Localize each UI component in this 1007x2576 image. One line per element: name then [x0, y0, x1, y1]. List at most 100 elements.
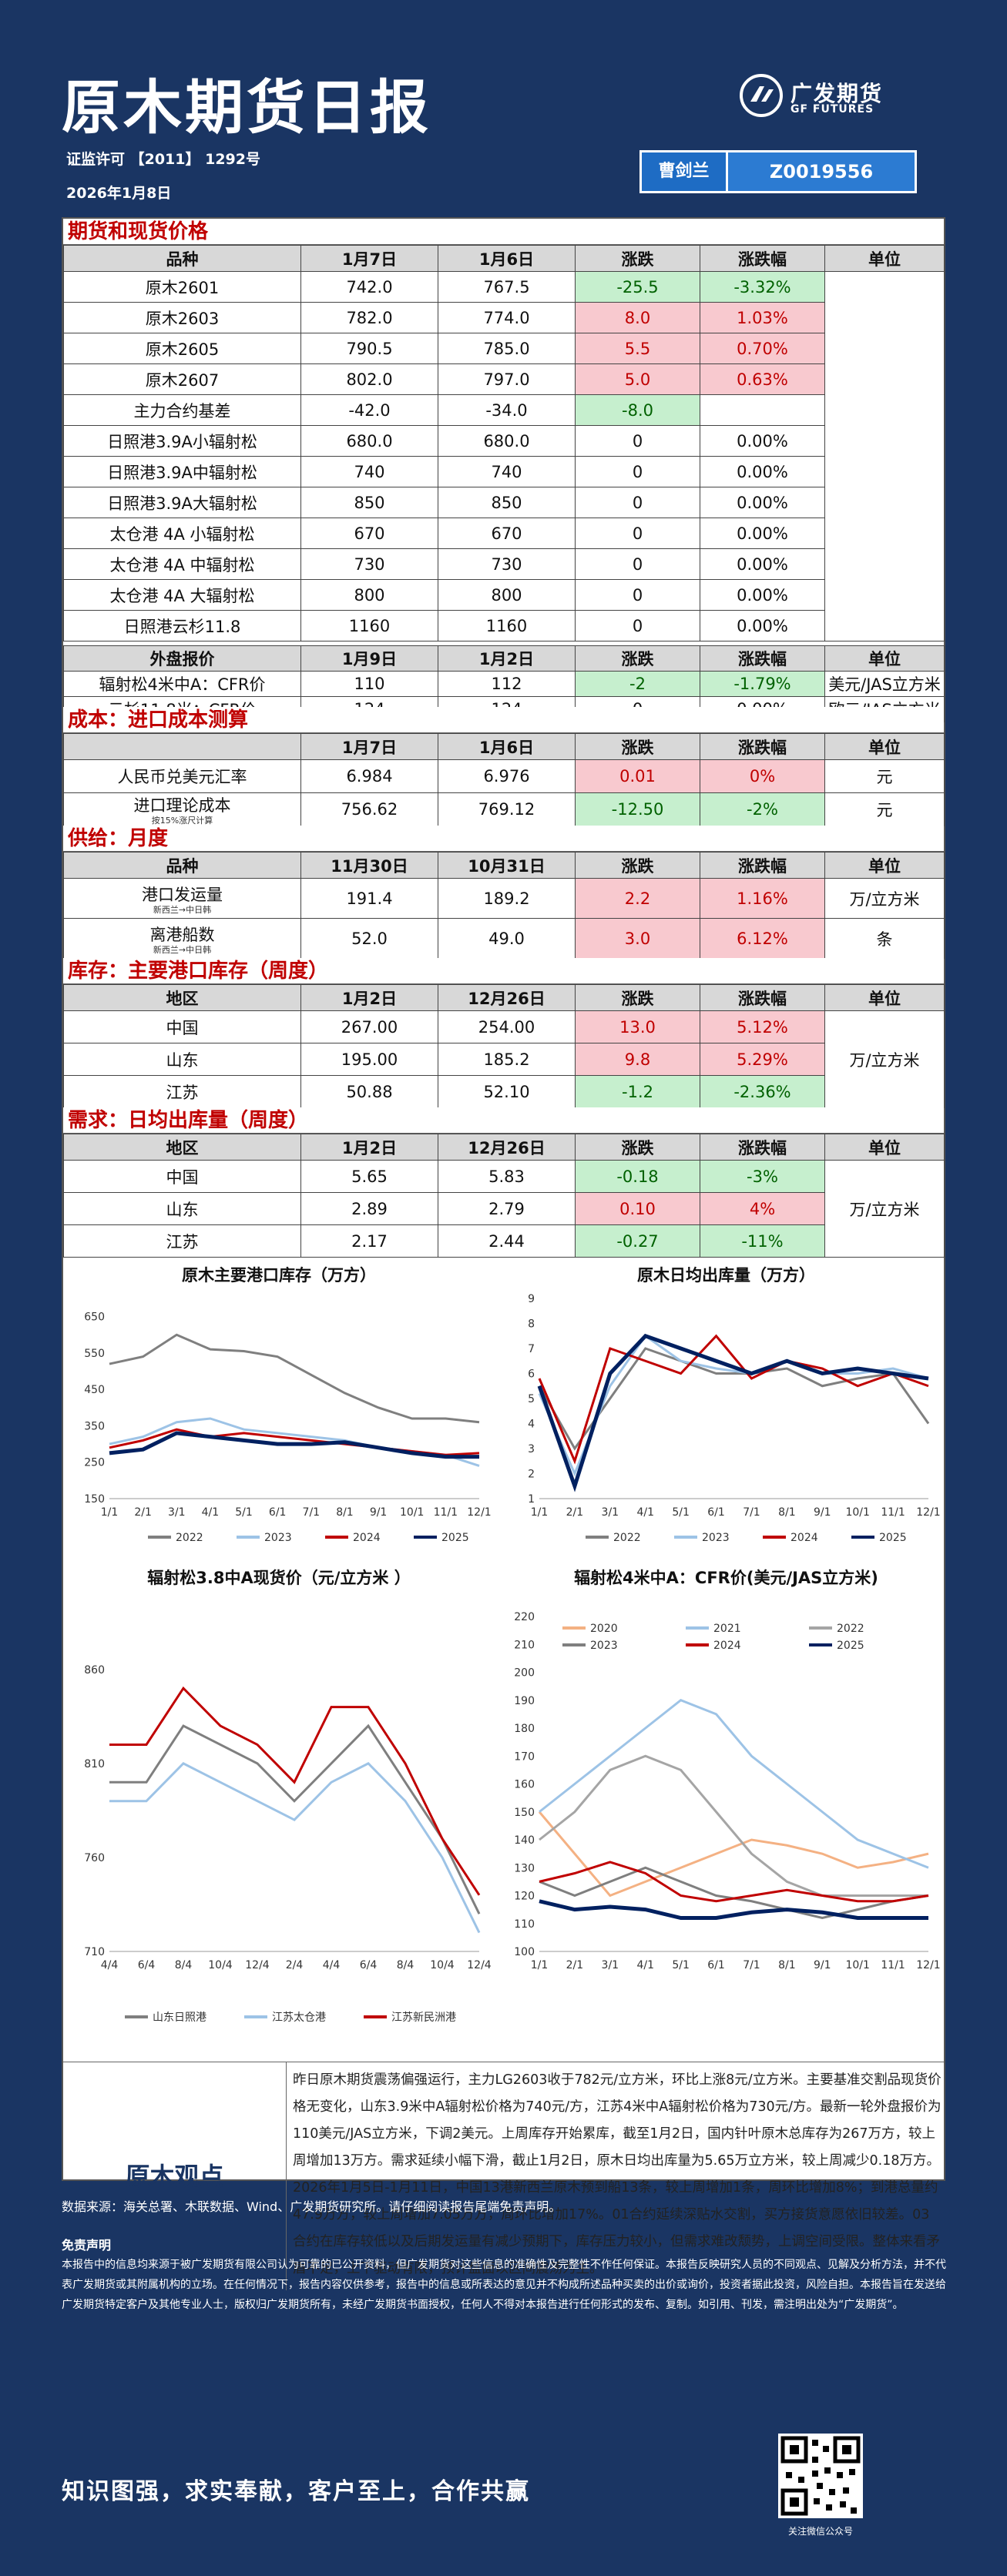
chart-canvas: 1 2 3 4 5 6 7 8 9 1/1 2/1 3/1 4/1 5/1 6/1 7/1 8/1 9/1 10/1…: [528, 1293, 941, 1544]
value-change: 0: [575, 518, 700, 549]
y-tick-label: 220: [514, 1611, 535, 1623]
market-view: 原木观点 昨日原木期货震荡偏强运行，主力LG2603收于782元/立方米，环比上…: [63, 2062, 944, 2290]
value-change-pct: 4%: [700, 1192, 825, 1225]
x-tick-label: 5/1: [672, 1959, 690, 1971]
legend-label: 2025: [879, 1532, 907, 1544]
value-change: 9.8: [575, 1043, 700, 1076]
value-change-pct: -11%: [700, 1224, 825, 1258]
y-tick-label: 3: [528, 1443, 535, 1455]
column-header: 1月7日: [300, 733, 438, 760]
y-tick-label: 190: [514, 1695, 535, 1707]
row-name: 中国: [63, 1160, 301, 1193]
value-previous: 1160: [438, 610, 576, 641]
report-header: 原木期货日报 证监许可 【2011】 1292号 2026年1月8日 广发期货 …: [0, 0, 1007, 219]
column-header: 单位: [824, 245, 945, 272]
column-header: 1月6日: [438, 245, 576, 272]
x-tick-label: 3/1: [168, 1506, 186, 1519]
value-current: 5.65: [300, 1160, 438, 1193]
row-name-text: 离港船数: [149, 925, 215, 944]
x-tick-label: 10/1: [400, 1506, 424, 1519]
value-previous: 2.44: [438, 1224, 576, 1258]
analyst-badge: 曹剑兰 Z0019556: [639, 150, 917, 193]
value-current: 52.0: [300, 918, 438, 959]
row-name-text: 原木2601: [145, 278, 220, 297]
row-name-text: 太仓港 4A 大辐射松: [109, 586, 255, 605]
y-tick-label: 8: [528, 1318, 535, 1331]
unit-cell: 万/立方米: [824, 878, 945, 919]
value-change-pct: [700, 394, 825, 426]
value-current: 191.4: [300, 878, 438, 919]
x-tick-label: 6/1: [707, 1506, 725, 1519]
outflow-chart: 原木日均出库量（万方） 1 2 3 4 5 6 7 8 9 1/1 2/1 3/1 4/1 5/1 6/1 7/…: [509, 1260, 944, 1556]
disclaimer-text: 本报告中的信息均来源于被广发期货有限公司认为可靠的已公开资料，但广发期货对这些信…: [62, 2259, 946, 2311]
value-change: 13.0: [575, 1010, 700, 1043]
value-previous: 850: [438, 487, 576, 518]
value-change-pct: -1.79%: [700, 671, 825, 697]
value-change: -0.18: [575, 1160, 700, 1193]
column-header: 涨跌: [575, 984, 700, 1011]
x-tick-label: 3/1: [602, 1506, 619, 1519]
legend-label: 2022: [176, 1532, 203, 1544]
x-tick-label: 4/4: [323, 1959, 341, 1971]
value-change: 0: [575, 548, 700, 580]
analyst-id: Z0019556: [769, 161, 874, 183]
row-name: 离港船数 新西兰→中日韩: [63, 918, 301, 959]
x-tick-label: 11/1: [881, 1959, 905, 1971]
column-header: 涨跌: [575, 1134, 700, 1161]
row-name-text: 太仓港 4A 中辐射松: [109, 555, 255, 574]
x-tick-label: 1/1: [531, 1506, 549, 1519]
value-change: -8.0: [575, 394, 700, 426]
inventory-table: 地区 1月2日 12月26日 涨跌 涨跌幅 单位 中国 267.00 254.00 13.0 5.1…: [63, 984, 945, 1108]
x-tick-label: 4/1: [202, 1506, 220, 1519]
legend-label: 2022: [613, 1532, 641, 1544]
x-tick-label: 12/4: [245, 1959, 270, 1971]
y-tick-label: 5: [528, 1393, 535, 1405]
demand-table: 地区 1月2日 12月26日 涨跌 涨跌幅 单位 中国 5.65 5.83 -0.18 -3% 万/立…: [63, 1134, 945, 1258]
row-name: 原木2601: [63, 271, 301, 303]
value-change: 3.0: [575, 918, 700, 959]
row-name-text: 中国: [166, 1167, 199, 1187]
unit-cell: 美元/JAS立方米: [824, 671, 945, 697]
row-name-text: 进口理论成本: [133, 796, 231, 815]
column-header: 单位: [824, 733, 945, 760]
legend-label: 2021: [713, 1623, 741, 1635]
y-tick-label: 710: [84, 1946, 105, 1958]
column-header: 1月2日: [438, 645, 576, 672]
row-name: 山东: [63, 1192, 301, 1225]
y-tick-label: 170: [514, 1750, 535, 1763]
value-previous: 670: [438, 518, 576, 549]
x-tick-label: 12/1: [916, 1959, 940, 1971]
column-header: 涨跌: [575, 245, 700, 272]
y-tick-label: 160: [514, 1779, 535, 1791]
value-previous: 254.00: [438, 1010, 576, 1043]
table-header-row: 地区 1月2日 12月26日 涨跌 涨跌幅 单位: [63, 1134, 945, 1161]
value-previous: 185.2: [438, 1043, 576, 1076]
value-current: 2.89: [300, 1192, 438, 1225]
value-previous: 6.976: [438, 759, 576, 793]
x-tick-label: 11/1: [881, 1506, 905, 1519]
row-name-text: 江苏: [166, 1232, 199, 1251]
column-header: 涨跌幅: [700, 733, 825, 760]
column-header: 涨跌幅: [700, 245, 825, 272]
series-line-江苏太仓港: [109, 1762, 481, 1934]
column-header: 品种: [63, 245, 301, 272]
y-tick-label: 150: [514, 1807, 535, 1819]
column-header: 1月2日: [300, 1134, 438, 1161]
x-tick-label: 7/1: [743, 1506, 760, 1519]
value-change: -1.2: [575, 1075, 700, 1108]
row-name-text: 原木2607: [145, 370, 220, 390]
value-current: -42.0: [300, 394, 438, 426]
legend-label: 江苏太仓港: [272, 2012, 326, 2024]
value-change-pct: 0.00%: [700, 487, 825, 518]
column-header: 涨跌: [575, 852, 700, 879]
qr-code-icon: [780, 2436, 861, 2516]
value-change-pct: 0.00%: [700, 610, 825, 641]
x-tick-label: 10/4: [208, 1959, 233, 1971]
value-previous: 189.2: [438, 878, 576, 919]
x-tick-label: 6/1: [707, 1959, 725, 1971]
unit-cell: 元/立方米: [824, 271, 945, 641]
x-tick-label: 1/1: [531, 1959, 549, 1971]
value-current: 790.5: [300, 333, 438, 364]
table-row: 辐射松4米中A：CFR价 110 112 -2 -1.79% 美元/JAS立方米: [63, 671, 945, 697]
wechat-qr-code[interactable]: [778, 2434, 863, 2518]
